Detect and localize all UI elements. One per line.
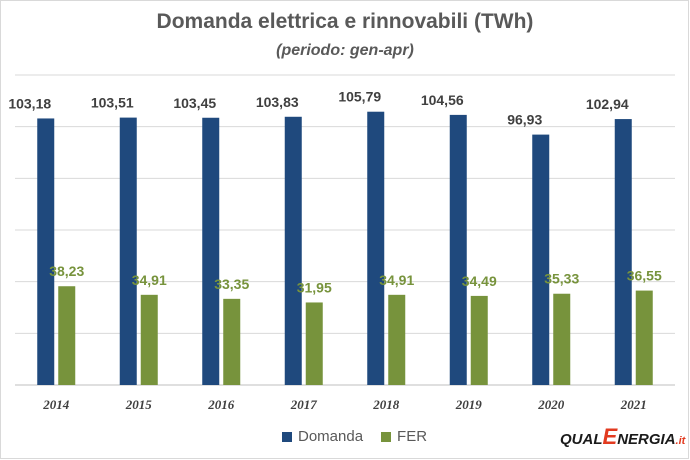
data-label-fer-2019: 34,49 (462, 273, 497, 289)
bar-fer-2014 (58, 286, 76, 385)
x-tick-label-2020: 2020 (537, 397, 565, 412)
data-label-domanda-2018: 105,79 (338, 89, 381, 105)
legend-item-fer: FER (381, 428, 427, 445)
bar-fer-2021 (635, 290, 653, 385)
bar-domanda-2014 (37, 118, 55, 386)
data-label-domanda-2014: 103,18 (8, 95, 51, 111)
legend: Domanda FER (282, 428, 445, 445)
bar-domanda-2015 (119, 117, 137, 385)
data-label-domanda-2017: 103,83 (256, 94, 299, 110)
bar-fer-2017 (305, 302, 323, 385)
legend-label-fer: FER (397, 428, 428, 445)
bar-fer-2016 (223, 298, 241, 385)
bar-domanda-2019 (449, 114, 467, 386)
data-label-fer-2015: 34,91 (132, 272, 167, 288)
bar-fer-2020 (553, 293, 571, 385)
data-label-domanda-2016: 103,45 (173, 95, 216, 111)
logo-part-qual: QUAL (560, 431, 603, 448)
data-label-domanda-2020: 96,93 (507, 112, 542, 128)
bar-fer-2015 (140, 294, 158, 385)
x-tick-label-2017: 2017 (290, 397, 318, 412)
bar-domanda-2017 (284, 116, 302, 386)
x-tick-label-2014: 2014 (42, 397, 70, 412)
bar-domanda-2018 (367, 111, 385, 385)
chart-title: Domanda elettrica e rinnovabili (TWh) (156, 10, 534, 33)
data-label-domanda-2015: 103,51 (91, 95, 134, 111)
bar-domanda-2016 (202, 117, 220, 386)
legend-item-domanda: Domanda (282, 428, 363, 445)
bar-domanda-2021 (614, 119, 632, 386)
data-label-fer-2020: 35,33 (544, 271, 579, 287)
logo-part-e: E (602, 424, 618, 449)
data-label-domanda-2021: 102,94 (586, 96, 629, 112)
x-tick-label-2019: 2019 (455, 397, 483, 412)
x-tick-label-2015: 2015 (125, 397, 153, 412)
x-tick-label-2016: 2016 (207, 397, 235, 412)
data-label-fer-2018: 34,91 (379, 272, 414, 288)
chart-subtitle: (periodo: gen-apr) (276, 42, 414, 59)
legend-swatch-fer (381, 431, 392, 442)
bar-fer-2019 (470, 295, 488, 385)
x-tick-label-2021: 2021 (620, 397, 647, 412)
bar-domanda-2020 (532, 134, 550, 385)
logo-part-it: .it (675, 435, 686, 447)
x-tick-label-2018: 2018 (372, 397, 400, 412)
legend-label-domanda: Domanda (298, 428, 364, 445)
data-label-domanda-2019: 104,56 (421, 92, 464, 108)
legend-swatch-domanda (282, 431, 292, 442)
data-label-fer-2021: 36,55 (627, 268, 662, 284)
data-label-fer-2016: 33,35 (214, 276, 249, 292)
qualenergia-logo: QUALENERGIA.it (560, 424, 685, 450)
bar-fer-2018 (388, 294, 406, 385)
logo-part-nergia: NERGIA (617, 431, 676, 448)
data-label-fer-2014: 38,23 (49, 263, 84, 279)
data-label-fer-2017: 31,95 (297, 279, 332, 295)
